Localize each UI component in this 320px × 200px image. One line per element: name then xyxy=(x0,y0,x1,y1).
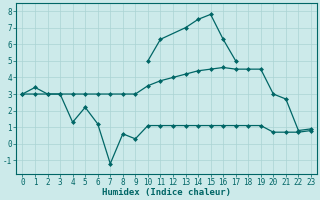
X-axis label: Humidex (Indice chaleur): Humidex (Indice chaleur) xyxy=(102,188,231,197)
